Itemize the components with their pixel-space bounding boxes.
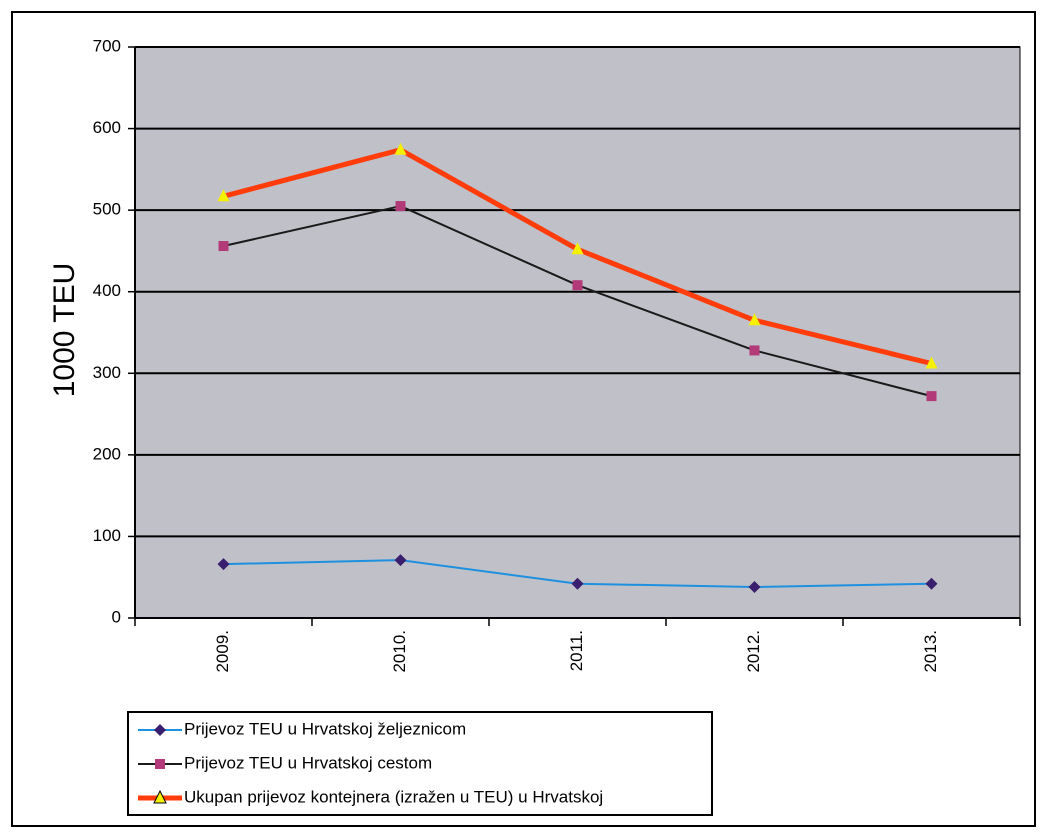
y-axis-label: 1000 TEU xyxy=(48,263,81,398)
marker xyxy=(217,558,230,571)
legend-label: Prijevoz TEU u Hrvatskoj cestom xyxy=(184,753,432,772)
y-tick-label: 200 xyxy=(93,444,121,463)
y-tick-label: 300 xyxy=(93,363,121,382)
marker xyxy=(925,577,938,590)
y-tick-label: 0 xyxy=(112,607,121,626)
marker xyxy=(748,581,761,594)
marker xyxy=(926,391,937,402)
x-tick-label: 2009. xyxy=(213,630,232,673)
marker xyxy=(748,313,761,326)
x-tick-label: 2013. xyxy=(921,630,940,673)
marker xyxy=(749,345,760,356)
x-tick-label: 2012. xyxy=(744,630,763,673)
marker xyxy=(925,356,938,369)
marker xyxy=(394,554,407,567)
y-tick-label: 500 xyxy=(93,200,121,219)
marker xyxy=(154,724,166,736)
marker xyxy=(571,242,584,255)
legend-label: Ukupan prijevoz kontejnera (izražen u TE… xyxy=(184,787,603,806)
marker xyxy=(218,241,229,252)
marker xyxy=(572,280,583,291)
x-tick-label: 2010. xyxy=(390,630,409,673)
y-tick-label: 600 xyxy=(93,118,121,137)
marker xyxy=(153,789,167,804)
marker xyxy=(394,142,407,155)
plot-area xyxy=(134,46,1021,619)
marker xyxy=(571,577,584,590)
marker xyxy=(155,759,165,769)
y-tick-label: 700 xyxy=(93,36,121,55)
x-tick-label: 2011. xyxy=(567,630,586,671)
legend xyxy=(127,711,713,816)
y-tick-label: 400 xyxy=(93,281,121,300)
legend-label: Prijevoz TEU u Hrvatskoj željeznicom xyxy=(184,719,466,738)
marker xyxy=(395,201,406,212)
marker xyxy=(217,189,230,202)
y-tick-label: 100 xyxy=(93,526,121,545)
